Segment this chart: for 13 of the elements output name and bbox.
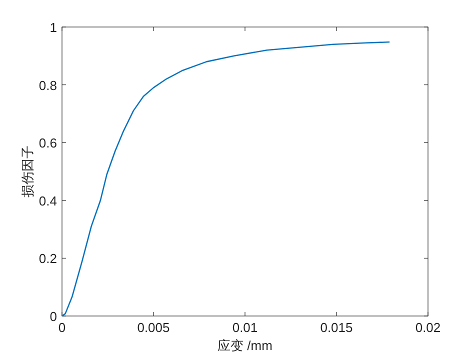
x-tick-label: 0.005	[137, 320, 170, 335]
y-axis-title: 损伤因子	[20, 146, 35, 198]
y-tick-label: 0	[50, 309, 57, 324]
x-tick-label: 0.02	[415, 320, 441, 335]
y-tick-label: 0.4	[38, 193, 57, 208]
y-tick-label: 1	[50, 20, 57, 35]
x-tick-label: 0.015	[320, 320, 353, 335]
line-series	[61, 41, 390, 317]
y-tick-label: 0.6	[38, 136, 57, 151]
y-tick-label: 0.8	[38, 78, 57, 93]
x-axis-title: 应变 /mm	[218, 338, 272, 353]
x-tick-label: 0.01	[232, 320, 258, 335]
y-tick-label: 0.2	[38, 251, 57, 266]
